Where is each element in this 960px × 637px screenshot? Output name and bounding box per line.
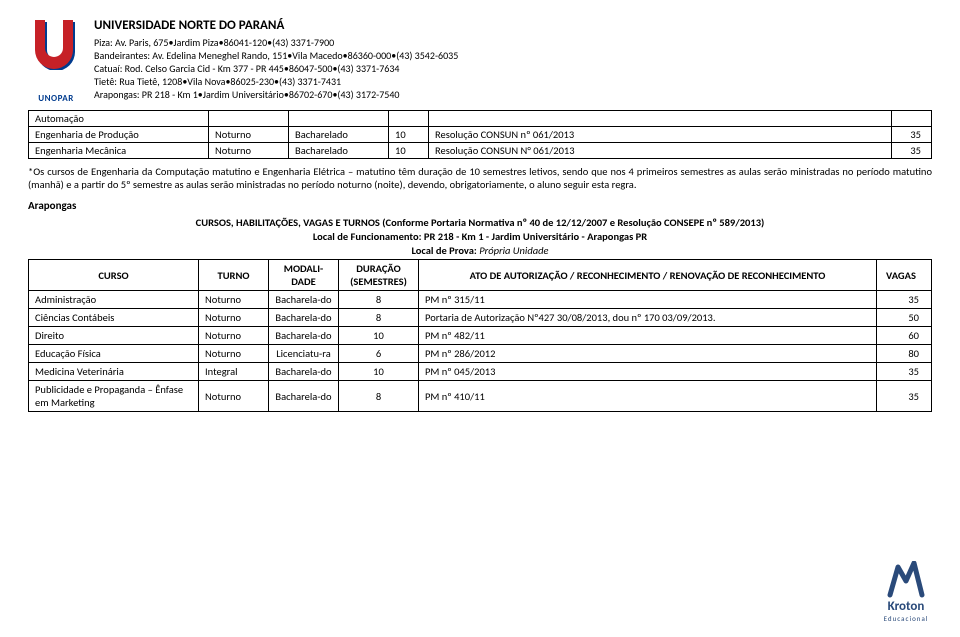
col-duracao: DURAÇÃO (SEMESTRES) bbox=[339, 260, 419, 291]
cell-vac: 35 bbox=[892, 143, 932, 159]
cell-turn: Integral bbox=[199, 363, 269, 381]
cell-act: PM nº 286/2012 bbox=[419, 345, 877, 363]
cell-vac: 35 bbox=[877, 363, 932, 381]
block2-title: CURSOS, HABILITAÇÕES, VAGAS E TURNOS (Co… bbox=[28, 216, 932, 230]
cell-turn: Noturno bbox=[209, 127, 289, 143]
courses-table-2: CURSO TURNO MODALI-DADE DURAÇÃO (SEMESTR… bbox=[28, 259, 932, 412]
unopar-label: UNOPAR bbox=[38, 93, 74, 104]
cell-course: Engenharia de Produção bbox=[29, 127, 209, 143]
cell-dur: 10 bbox=[339, 363, 419, 381]
cell-act bbox=[429, 111, 892, 127]
table-row: Engenharia Mecânica Noturno Bacharelado … bbox=[29, 143, 932, 159]
cell-vac: 80 bbox=[877, 345, 932, 363]
col-ato: ATO DE AUTORIZAÇÃO / RECONHECIMENTO / RE… bbox=[419, 260, 877, 291]
block2-sub2: Local de Prova: Própria Unidade bbox=[28, 244, 932, 258]
table-header-row: CURSO TURNO MODALI-DADE DURAÇÃO (SEMESTR… bbox=[29, 260, 932, 291]
cell-mod bbox=[289, 111, 389, 127]
unopar-logo: UNOPAR bbox=[28, 18, 84, 104]
cell-turn bbox=[209, 111, 289, 127]
cell-course: Medicina Veterinária bbox=[29, 363, 199, 381]
col-turno: TURNO bbox=[199, 260, 269, 291]
address-line: Bandeirantes: Av. Edelina Meneghel Rando… bbox=[94, 49, 458, 62]
table-row: Medicina Veterinária Integral Bacharela-… bbox=[29, 363, 932, 381]
cell-dur: 10 bbox=[389, 127, 429, 143]
table-row: Ciências Contábeis Noturno Bacharela-do … bbox=[29, 309, 932, 327]
col-curso: CURSO bbox=[29, 260, 199, 291]
cell-mod: Bacharela-do bbox=[269, 291, 339, 309]
table-row: Publicidade e Propaganda – Ênfase em Mar… bbox=[29, 381, 932, 412]
cell-course: Administração bbox=[29, 291, 199, 309]
cell-act: PM nº 482/11 bbox=[419, 327, 877, 345]
cell-course: Educação Física bbox=[29, 345, 199, 363]
cell-dur: 10 bbox=[339, 327, 419, 345]
cell-mod: Bacharelado bbox=[289, 143, 389, 159]
block2-header: CURSOS, HABILITAÇÕES, VAGAS E TURNOS (Co… bbox=[28, 216, 932, 257]
kroton-icon bbox=[880, 561, 932, 599]
cell-course: Publicidade e Propaganda – Ênfase em Mar… bbox=[29, 381, 199, 412]
col-vagas: VAGAS bbox=[877, 260, 932, 291]
city-heading: Arapongas bbox=[28, 199, 932, 212]
courses-table-1: Automação Engenharia de Produção Noturno… bbox=[28, 110, 932, 159]
cell-dur: 10 bbox=[389, 143, 429, 159]
cell-act: Resolução CONSUN N° 061/2013 bbox=[429, 143, 892, 159]
cell-dur bbox=[389, 111, 429, 127]
cell-turn: Noturno bbox=[209, 143, 289, 159]
header-text: UNIVERSIDADE NORTE DO PARANÁ Piza: Av. P… bbox=[94, 18, 458, 101]
address-line: Piza: Av. Paris, 675•Jardim Piza•86041-1… bbox=[94, 36, 458, 49]
table-row: Engenharia de Produção Noturno Bacharela… bbox=[29, 127, 932, 143]
cell-turn: Noturno bbox=[199, 381, 269, 412]
cell-course: Ciências Contábeis bbox=[29, 309, 199, 327]
cell-course: Direito bbox=[29, 327, 199, 345]
cell-mod: Bacharela-do bbox=[269, 363, 339, 381]
cell-dur: 8 bbox=[339, 309, 419, 327]
footnote: *Os cursos de Engenharia da Computação m… bbox=[28, 165, 932, 191]
cell-vac: 60 bbox=[877, 327, 932, 345]
cell-mod: Licenciatu-ra bbox=[269, 345, 339, 363]
address-line: Catuaí: Rod. Celso Garcia Cid - Km 377 -… bbox=[94, 62, 458, 75]
cell-mod: Bacharela-do bbox=[269, 327, 339, 345]
university-name: UNIVERSIDADE NORTE DO PARANÁ bbox=[94, 18, 458, 35]
block2-sub1: Local de Funcionamento: PR 218 - Km 1 - … bbox=[28, 230, 932, 244]
address-line: Arapongas: PR 218 - Km 1•Jardim Universi… bbox=[94, 88, 458, 101]
table-row: Administração Noturno Bacharela-do 8 PM … bbox=[29, 291, 932, 309]
cell-mod: Bacharela-do bbox=[269, 381, 339, 412]
cell-vac: 50 bbox=[877, 309, 932, 327]
cell-act: PM nº 315/11 bbox=[419, 291, 877, 309]
cell-act: PM nº 045/2013 bbox=[419, 363, 877, 381]
cell-turn: Noturno bbox=[199, 309, 269, 327]
cell-mod: Bacharelado bbox=[289, 127, 389, 143]
cell-turn: Noturno bbox=[199, 291, 269, 309]
cell-mod: Bacharela-do bbox=[269, 309, 339, 327]
cell-vac: 35 bbox=[877, 291, 932, 309]
cell-dur: 6 bbox=[339, 345, 419, 363]
col-modalidade: MODALI-DADE bbox=[269, 260, 339, 291]
cell-turn: Noturno bbox=[199, 345, 269, 363]
cell-act: Portaria de Autorização Nº427 30/08/2013… bbox=[419, 309, 877, 327]
cell-vac: 35 bbox=[877, 381, 932, 412]
kroton-sub: Educacional bbox=[884, 614, 929, 623]
table-row: Direito Noturno Bacharela-do 10 PM nº 48… bbox=[29, 327, 932, 345]
cell-vac: 35 bbox=[892, 127, 932, 143]
cell-course: Automação bbox=[29, 111, 209, 127]
table-row: Educação Física Noturno Licenciatu-ra 6 … bbox=[29, 345, 932, 363]
cell-turn: Noturno bbox=[199, 327, 269, 345]
address-line: Tietê: Rua Tietê, 1208•Vila Nova•86025-2… bbox=[94, 75, 458, 88]
cell-dur: 8 bbox=[339, 291, 419, 309]
cell-act: Resolução CONSUN nº 061/2013 bbox=[429, 127, 892, 143]
table-row: Automação bbox=[29, 111, 932, 127]
header: UNOPAR UNIVERSIDADE NORTE DO PARANÁ Piza… bbox=[28, 18, 932, 104]
cell-act: PM nº 410/11 bbox=[419, 381, 877, 412]
cell-course: Engenharia Mecânica bbox=[29, 143, 209, 159]
cell-vac bbox=[892, 111, 932, 127]
kroton-logo: Kroton Educacional bbox=[880, 561, 932, 623]
kroton-name: Kroton bbox=[888, 599, 925, 614]
cell-dur: 8 bbox=[339, 381, 419, 412]
